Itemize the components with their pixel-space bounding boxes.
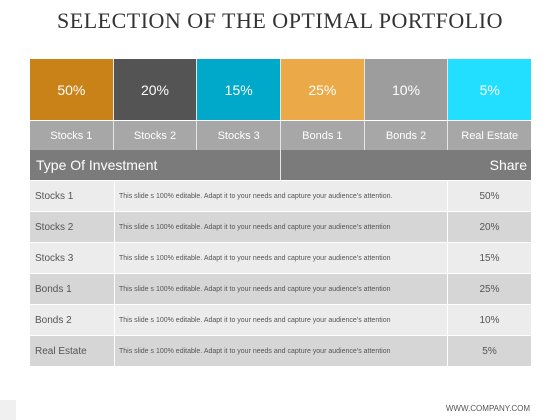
label-bonds-2: Bonds 2 [364,121,449,150]
row-type: Stocks 1 [30,181,115,211]
table-row: Stocks 3 This slide s 100% editable. Ada… [30,243,531,274]
row-share: 50% [479,190,500,202]
table-row: Bonds 2 This slide s 100% editable. Adap… [30,305,531,336]
row-share: 15% [479,252,500,264]
row-description: This slide s 100% editable. Adapt it to … [115,336,448,366]
tile-bonds-1: 25% [281,59,365,120]
table-row: Stocks 1 This slide s 100% editable. Ada… [30,181,531,212]
row-type: Stocks 3 [30,243,115,273]
row-description: This slide s 100% editable. Adapt it to … [115,212,448,242]
allocation-labels: Stocks 1 Stocks 2 Stocks 3 Bonds 1 Bonds… [30,121,532,150]
tile-stocks-2: 20% [113,59,198,120]
tile-stocks-1: 50% [30,59,114,120]
row-type: Bonds 1 [30,274,115,304]
table-row: Stocks 2 This slide s 100% editable. Ada… [30,212,531,243]
row-share: 25% [479,283,500,295]
row-type: Stocks 2 [30,212,115,242]
company-url: WWW.COMPANY.COM [445,404,530,413]
page-title: SELECTION OF THE OPTIMAL PORTFOLIO [57,8,503,33]
allocation-tiles: 50% 20% 15% 25% 10% 5% [30,59,532,120]
table-row: Real Estate This slide s 100% editable. … [30,336,531,367]
row-description: This slide s 100% editable. Adapt it to … [115,305,448,335]
row-type: Real Estate [30,336,115,366]
tile-stocks-3: 15% [197,59,282,120]
label-stocks-3: Stocks 3 [197,121,282,150]
label-stocks-1: Stocks 1 [30,121,114,150]
tile-bonds-2: 10% [364,59,449,120]
row-share: 20% [479,221,500,233]
row-description: This slide s 100% editable. Adapt it to … [115,274,448,304]
row-description: This slide s 100% editable. Adapt it to … [115,181,448,211]
row-share: 10% [479,314,500,326]
header-type-of-investment: Type Of Investment [30,150,281,180]
header-share: Share [489,157,527,173]
row-type: Bonds 2 [30,305,115,335]
label-real-estate: Real Estate [448,121,532,150]
table-header: Type Of Investment Share [30,150,531,180]
table-row: Bonds 1 This slide s 100% editable. Adap… [30,274,531,305]
corner-decoration [0,400,16,420]
row-share: 5% [482,345,497,357]
row-description: This slide s 100% editable. Adapt it to … [115,243,448,273]
tile-real-estate: 5% [448,59,532,120]
label-bonds-1: Bonds 1 [281,121,365,150]
label-stocks-2: Stocks 2 [113,121,198,150]
investment-table: Stocks 1 This slide s 100% editable. Ada… [30,181,531,367]
